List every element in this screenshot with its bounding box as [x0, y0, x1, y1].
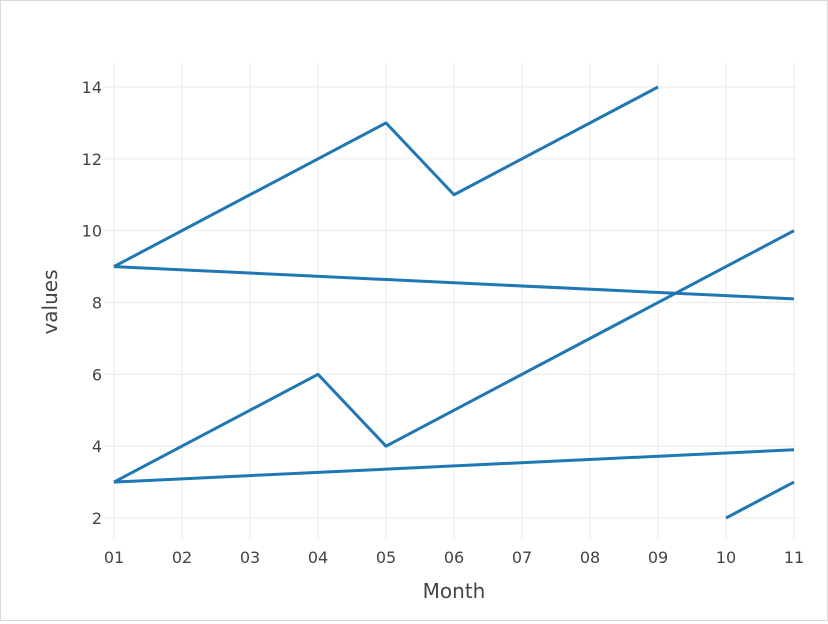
y-tick-label: 14 [82, 78, 102, 97]
x-tick-label: 09 [648, 548, 668, 567]
x-gridlines [113, 63, 795, 539]
series-line-3 [113, 229, 795, 484]
y-tick-label: 10 [82, 222, 102, 241]
y-tick-labels: 2 4 6 8 10 12 14 [82, 78, 102, 528]
x-tick-label: 05 [376, 548, 396, 567]
x-tick-label: 11 [784, 548, 804, 567]
x-tick-label: 03 [240, 548, 260, 567]
x-tick-label: 06 [444, 548, 464, 567]
series-line-1 [113, 85, 659, 268]
x-tick-label: 08 [580, 548, 600, 567]
x-tick-label: 01 [104, 548, 124, 567]
series-layer [113, 85, 795, 520]
series-line-4 [113, 448, 795, 484]
y-tick-label: 6 [92, 365, 102, 384]
x-tick-label: 02 [172, 548, 192, 567]
series-line-5 [725, 480, 795, 520]
x-tick-label: 07 [512, 548, 532, 567]
x-axis-title: Month [423, 579, 486, 603]
series-line-2 [113, 265, 795, 301]
y-tick-label: 4 [92, 437, 102, 456]
x-tick-labels: 01 02 03 04 05 06 07 08 09 10 11 [104, 548, 804, 567]
x-tick-label: 10 [716, 548, 736, 567]
x-tick-label: 04 [308, 548, 328, 567]
y-gridlines [104, 86, 797, 519]
y-axis-title: values [38, 269, 62, 334]
y-tick-label: 12 [82, 150, 102, 169]
y-tick-label: 2 [92, 509, 102, 528]
y-tick-label: 8 [92, 294, 102, 313]
